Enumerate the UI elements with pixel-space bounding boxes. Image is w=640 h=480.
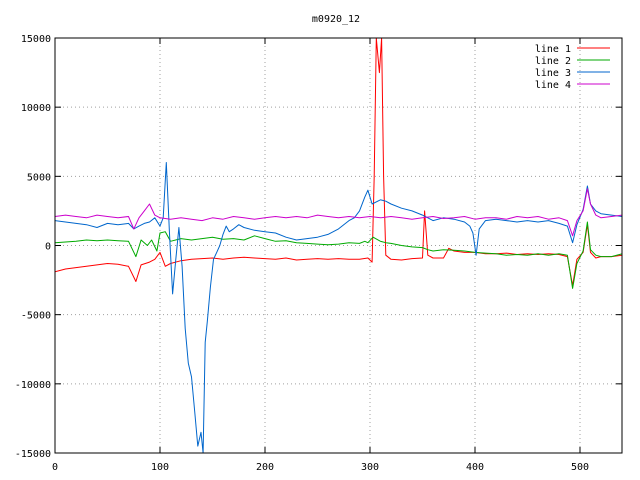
x-tick-label: 300 [361, 462, 379, 473]
y-tick-label: 5000 [27, 172, 51, 183]
chart-title: m0920_12 [312, 14, 360, 25]
series-line-4 [55, 188, 622, 237]
x-tick-label: 200 [256, 462, 274, 473]
grid-lines [55, 38, 622, 453]
x-tick-label: 100 [151, 462, 169, 473]
x-tick-labels: 0 100 200 300 400 500 [52, 462, 589, 473]
y-tick-label: -15000 [15, 449, 51, 460]
y-tick-labels: -15000 -10000 -5000 0 5000 10000 15000 [15, 34, 51, 460]
y-tick-label: -5000 [21, 311, 51, 322]
plot-frame [54, 37, 623, 454]
legend-label: line 3 [535, 68, 571, 79]
y-tick-label: 15000 [21, 34, 51, 45]
tick-marks [54, 37, 622, 454]
y-tick-label: 10000 [21, 103, 51, 114]
legend-label: line 2 [535, 56, 571, 67]
y-tick-label: 0 [45, 242, 51, 253]
y-tick-label: -10000 [15, 380, 51, 391]
series-line-2 [55, 221, 622, 289]
x-tick-label: 400 [466, 462, 484, 473]
series-layer [55, 38, 622, 453]
legend-label: line 4 [535, 80, 571, 91]
x-tick-label: 0 [52, 462, 58, 473]
x-tick-label: 500 [571, 462, 589, 473]
legend-label: line 1 [535, 44, 571, 55]
series-line-3 [55, 162, 622, 453]
